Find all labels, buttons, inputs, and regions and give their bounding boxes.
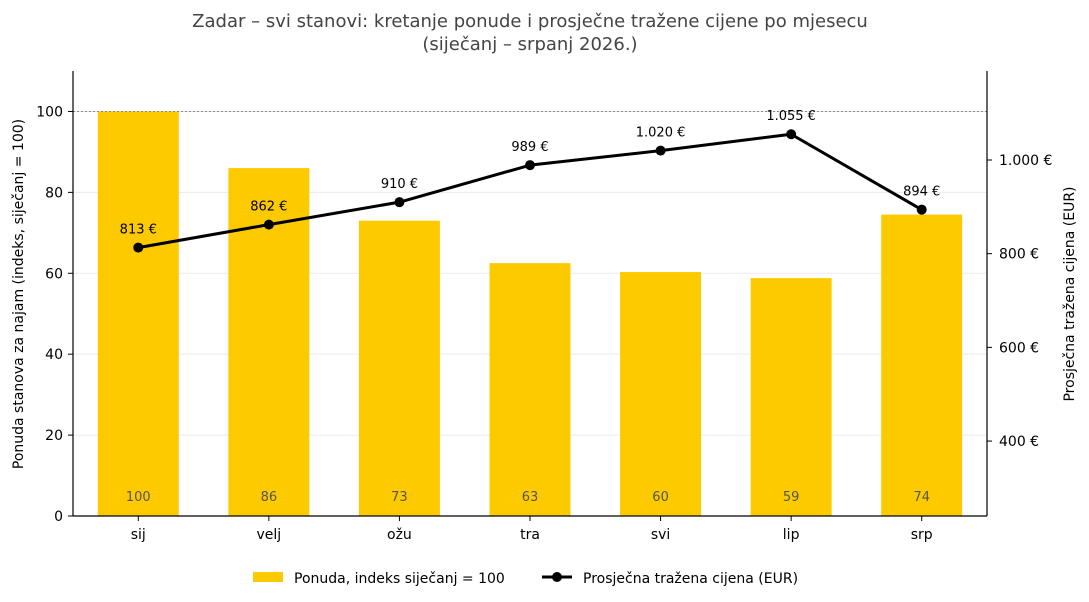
chart-title: Zadar – svi stanovi: kretanje ponude i p…: [192, 11, 868, 32]
price-value-label: 910 €: [381, 177, 418, 192]
bar: [750, 278, 832, 516]
price-point: [786, 129, 797, 140]
y2-tick-label: 800 €: [999, 247, 1039, 263]
legend: Ponuda, indeks siječanj = 100 Prosječna …: [253, 571, 798, 587]
bar-value-label: 74: [913, 490, 930, 505]
bar-value-label: 60: [652, 490, 669, 505]
price-value-label: 1.055 €: [766, 109, 816, 124]
bar-value-label: 100: [126, 490, 151, 505]
bar-value-label: 86: [261, 490, 278, 505]
legend-label-line: Prosječna tražena cijena (EUR): [583, 571, 798, 587]
y-tick-label: 40: [45, 347, 63, 363]
price-value-label: 894 €: [903, 185, 940, 200]
bar: [97, 111, 179, 517]
x-tick-label: tra: [520, 527, 540, 543]
x-tick-label: ožu: [387, 527, 412, 543]
y-tick-label: 20: [45, 428, 63, 444]
bar: [489, 263, 571, 516]
y2-tick-label: 1.000 €: [999, 153, 1052, 169]
price-value-label: 813 €: [120, 223, 157, 238]
price-point: [394, 197, 405, 208]
bar: [620, 272, 702, 516]
price-point: [525, 160, 535, 171]
y2-tick-label: 400 €: [999, 434, 1039, 450]
bar-value-label: 73: [391, 490, 408, 505]
bar: [881, 214, 963, 516]
legend-swatch-marker: [552, 572, 562, 582]
price-value-label: 862 €: [250, 200, 287, 215]
y-tick-label: 80: [45, 185, 63, 201]
legend-swatch-bars: [253, 572, 283, 582]
price-value-label: 989 €: [511, 140, 548, 155]
price-line-series: 813 € 862 € 910 € 989 € 1.020 € 1.055 € 894 €: [120, 109, 940, 253]
y-tick-label: 60: [45, 266, 63, 282]
x-tick-label: srp: [911, 527, 933, 543]
y2-tick-label: 600 €: [999, 340, 1039, 356]
bar-value-label: 59: [783, 490, 800, 505]
y-tick-label: 100: [36, 104, 63, 120]
x-tick-label: svi: [651, 527, 670, 543]
x-tick-label: velj: [257, 527, 282, 543]
price-point: [655, 145, 666, 156]
bar-value-label: 63: [522, 490, 539, 505]
legend-label-bars: Ponuda, indeks siječanj = 100: [294, 571, 505, 587]
x-tick-label: lip: [783, 527, 800, 543]
x-tick-label: sij: [131, 527, 146, 543]
y2-axis-label: Prosječna tražena cijena (EUR): [1062, 186, 1078, 401]
bar: [358, 220, 440, 516]
chart-subtitle: (siječanj – srpanj 2026.): [422, 34, 637, 55]
price-value-label: 1.020 €: [636, 126, 686, 141]
y-axis-label: Ponuda stanova za najam (indeks, siječan…: [11, 119, 27, 469]
bar-series: 100 86 73 63 60 59 74: [97, 111, 963, 517]
y-tick-label: 0: [54, 509, 63, 525]
price-point: [916, 204, 927, 215]
price-point: [133, 242, 144, 253]
price-point: [263, 219, 274, 230]
axes: 0 20 40 60 80 100 400 € 600 € 800 € 1.000 € sij vel…: [36, 71, 1052, 543]
